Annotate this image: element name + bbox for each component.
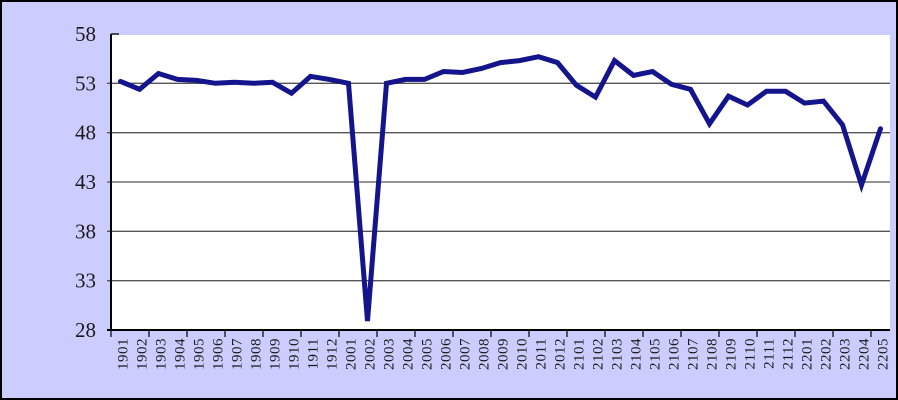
x-axis-label: 1901 xyxy=(116,338,132,370)
x-axis-label: 2106 xyxy=(667,338,683,370)
x-axis-label: 1906 xyxy=(211,338,227,370)
x-axis-label: 2104 xyxy=(629,338,645,370)
x-axis-label: 2012 xyxy=(553,338,569,370)
y-axis-label: 43 xyxy=(75,170,96,194)
x-axis-label: 2108 xyxy=(705,338,721,370)
y-axis-label: 48 xyxy=(75,121,96,145)
pmi-output-index-line xyxy=(118,54,883,322)
x-axis-label: 2205 xyxy=(876,338,892,370)
x-axis-label: 1912 xyxy=(325,338,341,370)
x-axis-label: 2110 xyxy=(743,338,759,369)
x-axis-label: 2202 xyxy=(819,338,835,370)
x-axis-label: 2204 xyxy=(857,338,873,370)
x-axis-label: 1907 xyxy=(230,338,246,370)
x-axis-label: 2102 xyxy=(591,338,607,370)
x-axis-label: 1903 xyxy=(154,338,170,370)
x-axis-label: 2006 xyxy=(439,338,455,370)
x-axis-label: 1908 xyxy=(249,338,265,370)
x-axis-label: 2010 xyxy=(515,338,531,370)
x-axis-label: 2011 xyxy=(534,338,550,369)
x-axis-label: 2007 xyxy=(458,338,474,370)
x-axis-label: 2004 xyxy=(401,338,417,370)
y-axis-label: 53 xyxy=(75,71,96,95)
x-axis-label: 1910 xyxy=(287,338,303,370)
x-axis-label: 1911 xyxy=(306,338,322,369)
x-axis-label: 2107 xyxy=(686,338,702,370)
x-axis-label: 2103 xyxy=(610,338,626,370)
y-axis-label: 38 xyxy=(75,219,96,243)
x-axis-label: 2009 xyxy=(496,338,512,370)
x-axis-label: 2101 xyxy=(572,338,588,370)
x-axis-label: 2002 xyxy=(363,338,379,370)
x-axis-label: 1909 xyxy=(268,338,284,370)
x-axis-label: 2201 xyxy=(800,338,816,370)
x-axis-label: 2105 xyxy=(648,338,664,370)
x-axis-label: 2001 xyxy=(344,338,360,370)
x-axis-label: 2112 xyxy=(781,338,797,369)
x-axis-label: 2111 xyxy=(762,338,778,369)
x-axis-label: 2203 xyxy=(838,338,854,370)
x-axis-label: 2109 xyxy=(724,338,740,370)
y-axis-label: 33 xyxy=(75,269,96,293)
y-axis-label: 28 xyxy=(75,318,96,342)
x-axis-label: 1904 xyxy=(173,338,189,370)
y-axis-label: 58 xyxy=(75,22,96,46)
x-axis-label: 2003 xyxy=(382,338,398,370)
x-axis-label: 2005 xyxy=(420,338,436,370)
x-axis-label: 1905 xyxy=(192,338,208,370)
x-axis-label: 1902 xyxy=(135,338,151,370)
x-axis-label: 2008 xyxy=(477,338,493,370)
